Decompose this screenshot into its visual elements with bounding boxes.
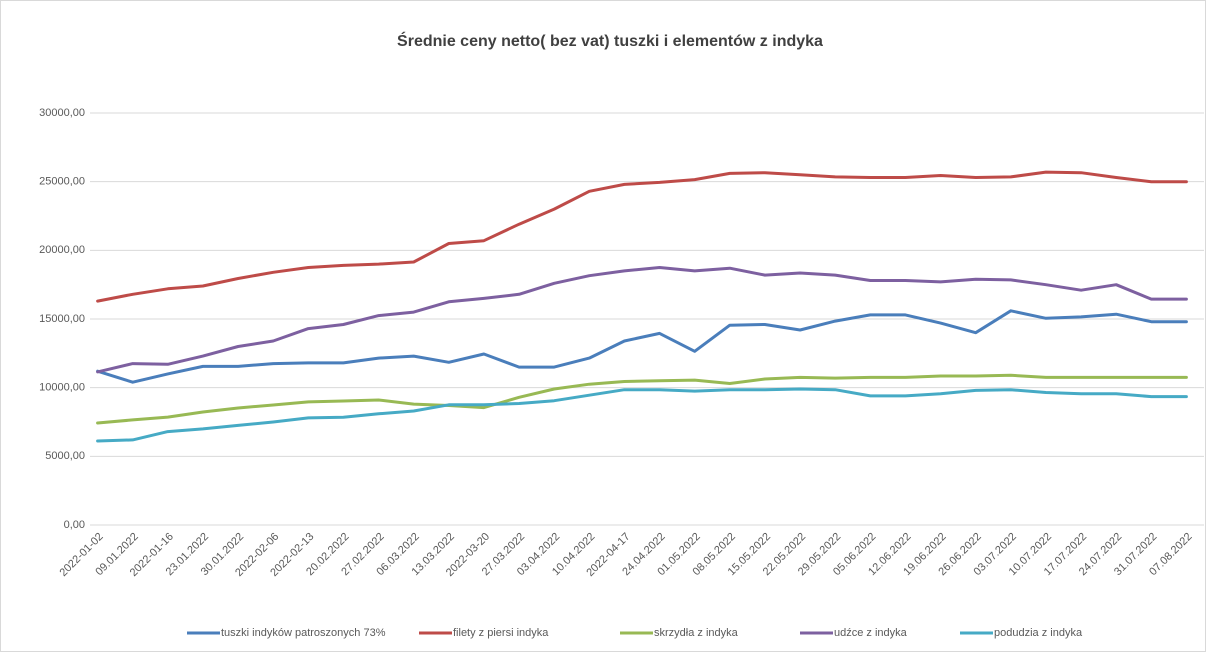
y-tick-label: 10000,00 (39, 382, 85, 394)
y-tick-label: 25000,00 (39, 176, 85, 188)
legend-label: filety z piersi indyka (453, 627, 549, 639)
series-line (96, 266, 1188, 374)
series-line (96, 373, 1188, 425)
chart-title: Średnie ceny netto( bez vat) tuszki i el… (397, 31, 823, 50)
y-tick-label: 30000,00 (39, 107, 85, 119)
legend-label: tuszki indyków patroszonych 73% (221, 627, 386, 639)
legend-label: podudzia z indyka (994, 627, 1083, 639)
y-tick-label: 20000,00 (39, 244, 85, 256)
series-line (96, 387, 1188, 443)
y-tick-label: 5000,00 (45, 450, 85, 462)
series-line (96, 309, 1188, 384)
legend-label: skrzydła z indyka (654, 627, 739, 639)
legend-label: udźce z indyka (834, 627, 908, 639)
series-line (96, 170, 1188, 303)
y-tick-label: 15000,00 (39, 313, 85, 325)
y-tick-label: 0,00 (64, 519, 85, 531)
